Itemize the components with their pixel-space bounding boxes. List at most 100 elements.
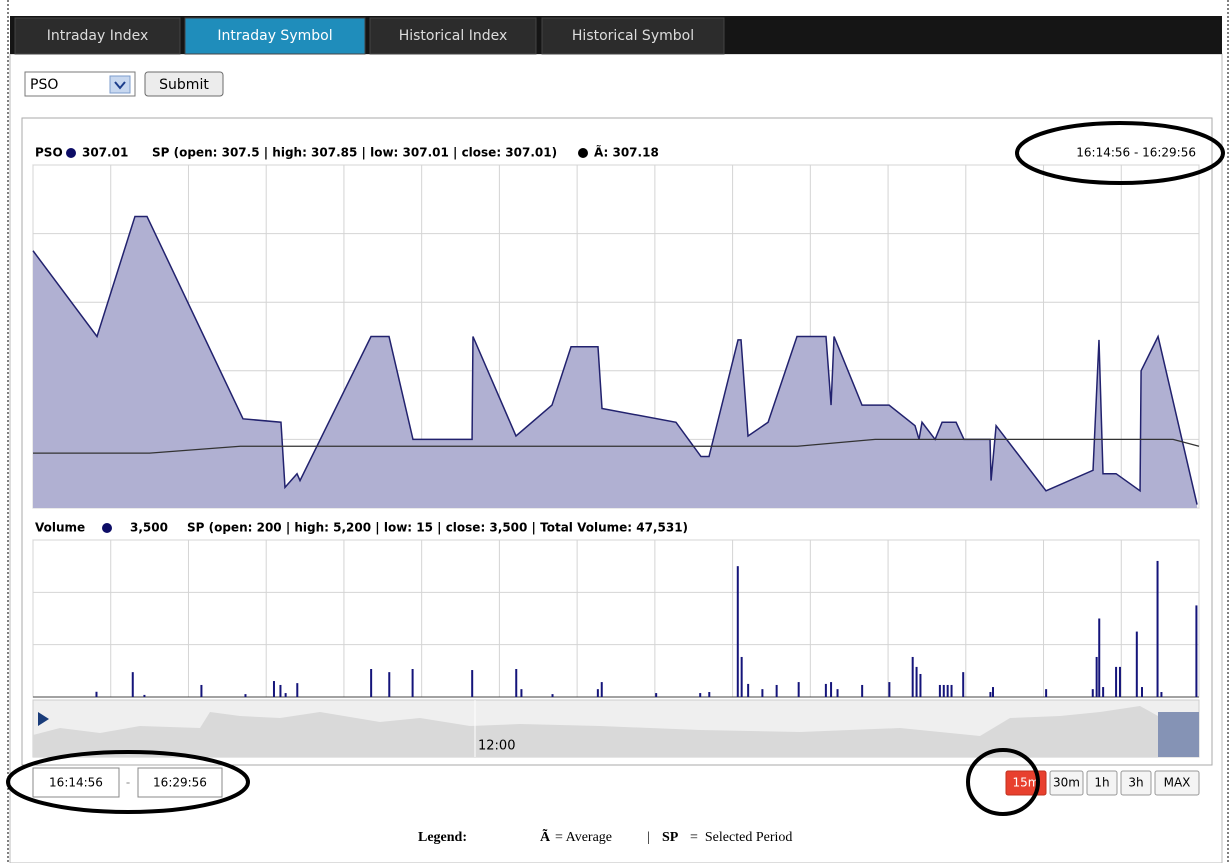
tab-label: Intraday Index xyxy=(47,28,149,44)
zoom-button[interactable] xyxy=(1086,770,1118,796)
range-to-input[interactable] xyxy=(137,767,223,798)
volume-bar xyxy=(1195,605,1198,697)
chart-last: 3,500 xyxy=(130,521,168,535)
navigator-label: 12:00 xyxy=(478,739,515,754)
volume-bar xyxy=(272,681,275,697)
tab[interactable] xyxy=(541,17,725,55)
volume-bar xyxy=(596,689,599,697)
chart-symbol: PSO xyxy=(35,146,63,160)
volume-bar xyxy=(515,669,518,697)
volume-bar xyxy=(1115,666,1118,697)
volume-bar xyxy=(284,693,287,697)
volume-bar xyxy=(747,683,750,697)
chart-last: 307.01 xyxy=(82,146,128,160)
volume-bar xyxy=(861,684,864,697)
volume-bar xyxy=(946,684,949,697)
zoom-label: MAX xyxy=(1164,776,1191,790)
volume-bar xyxy=(143,694,146,697)
volume-bar xyxy=(830,682,833,697)
volume-bar xyxy=(992,687,995,697)
volume-bar xyxy=(520,689,523,697)
chart-avg: Ã: 307.18 xyxy=(594,145,659,160)
volume-bar xyxy=(388,672,391,697)
symbol-select-value: PSO xyxy=(30,77,58,93)
volume-bar xyxy=(938,684,941,697)
volume-bar xyxy=(471,670,474,697)
area-fill xyxy=(33,216,1198,508)
navigator-shape xyxy=(33,706,1158,757)
volume-bar xyxy=(915,666,918,697)
legend-key: SP xyxy=(662,830,679,845)
legend-key: Ã xyxy=(540,827,551,845)
volume-bar xyxy=(1095,656,1098,697)
navigator-window xyxy=(1158,712,1199,757)
average-line xyxy=(33,438,1200,454)
play-icon xyxy=(38,712,49,726)
submit-label: Submit xyxy=(159,77,209,93)
submit-button[interactable] xyxy=(144,71,224,97)
volume-bar xyxy=(919,673,922,697)
annotation-circle xyxy=(966,748,1040,816)
chart-symbol: Volume xyxy=(35,521,85,535)
volume-bar xyxy=(942,684,945,697)
zoom-label: 1h xyxy=(1094,776,1109,790)
volume-bar xyxy=(1156,560,1159,697)
tab[interactable] xyxy=(14,17,181,55)
volume-bar xyxy=(761,689,764,697)
volume-bar xyxy=(824,683,827,697)
range-sep: - xyxy=(126,776,130,790)
range-label: 16:14:56 - 16:29:56 xyxy=(1076,146,1196,160)
volume-bar xyxy=(911,656,914,697)
volume-bar xyxy=(950,684,953,697)
zoom-button[interactable] xyxy=(1049,770,1084,796)
tab-label: Intraday Symbol xyxy=(217,28,332,44)
volume-bar xyxy=(989,692,992,697)
volume-bar xyxy=(1118,666,1121,697)
volume-bar xyxy=(1140,687,1143,697)
volume-bar xyxy=(1102,687,1105,697)
volume-bar xyxy=(736,566,739,697)
volume-bar xyxy=(775,684,778,697)
zoom-button[interactable] xyxy=(1154,770,1200,796)
volume-bar xyxy=(95,691,98,697)
zoom-label: 15m xyxy=(1013,776,1040,790)
volume-bar xyxy=(551,694,554,697)
range-from-input[interactable] xyxy=(32,767,120,798)
range-to: 16:29:56 xyxy=(153,776,207,790)
volume-bar xyxy=(888,682,891,697)
zoom-button[interactable] xyxy=(1120,770,1152,796)
chart-sp: SP (open: 307.5 | high: 307.85 | low: 30… xyxy=(152,146,557,160)
volume-bar xyxy=(600,682,603,697)
legend-sep: | xyxy=(647,830,650,845)
volume-bar xyxy=(836,689,839,697)
volume-bar xyxy=(296,683,299,697)
volume-bar xyxy=(131,672,134,697)
volume-bar xyxy=(797,682,800,697)
range-from: 16:14:56 xyxy=(49,776,103,790)
volume-bar xyxy=(962,672,965,697)
volume-bar xyxy=(200,684,203,697)
volume-bar xyxy=(699,693,702,697)
zoom-label: 30m xyxy=(1053,776,1080,790)
volume-bar xyxy=(279,684,282,697)
legend-dot xyxy=(102,523,112,533)
tab-label: Historical Index xyxy=(399,28,508,44)
select-arrow xyxy=(109,75,131,94)
price-line xyxy=(32,215,1198,505)
volume-bar xyxy=(244,694,247,697)
tab[interactable] xyxy=(184,17,366,55)
annotation-circle xyxy=(6,750,250,814)
volume-bar xyxy=(655,693,658,697)
legend-label: Legend: xyxy=(418,830,467,845)
chart-sp: SP (open: 200 | high: 5,200 | low: 15 | … xyxy=(187,521,688,535)
volume-bar xyxy=(1045,689,1048,697)
volume-bar xyxy=(411,669,414,697)
volume-bar xyxy=(1160,692,1163,697)
volume-bar xyxy=(370,669,373,697)
plot-area xyxy=(32,539,1200,698)
tab[interactable] xyxy=(369,17,537,55)
legend-text: = Selected Period xyxy=(690,830,792,845)
volume-bar xyxy=(1098,618,1101,697)
